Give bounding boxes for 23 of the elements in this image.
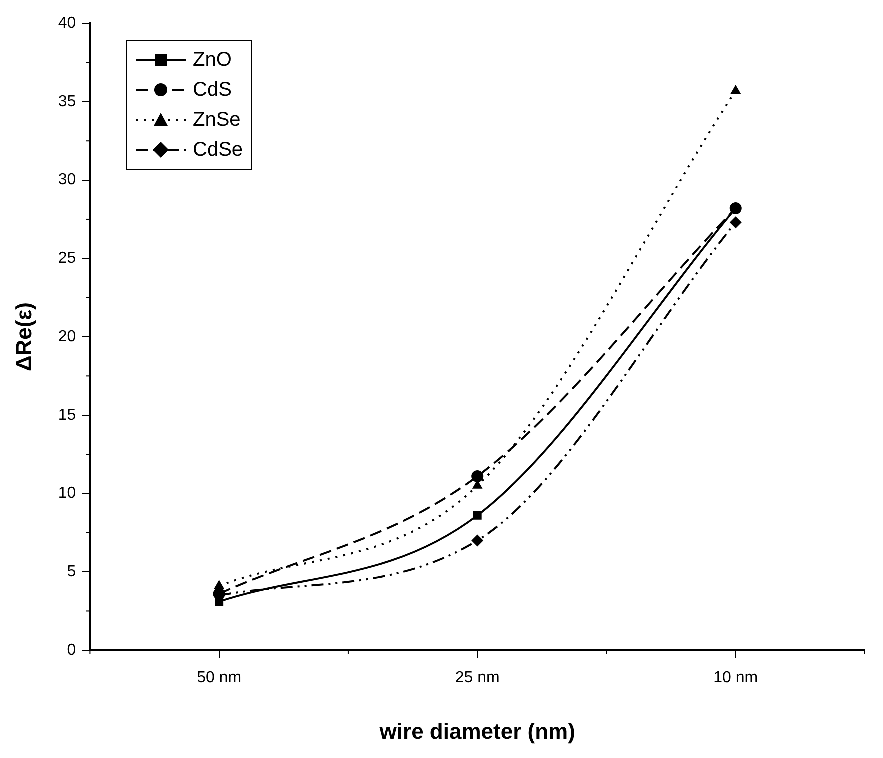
legend-label: ZnO (193, 48, 232, 72)
legend-label: ZnSe (193, 108, 241, 132)
x-tick-label: 25 nm (455, 669, 500, 686)
y-tick-label: 0 (67, 642, 76, 659)
point (730, 216, 742, 229)
point (472, 470, 484, 482)
y-tick-label: 35 (58, 93, 76, 110)
legend-label: CdSe (193, 138, 244, 162)
y-axis-title: ΔRe(ε) (11, 302, 36, 372)
x-tick-label: 50 nm (197, 669, 242, 686)
y-tick-label: 15 (58, 406, 76, 424)
legend-label: CdS (193, 78, 232, 102)
y-tick-label: 25 (58, 250, 76, 268)
y-tick-label: 30 (58, 172, 76, 189)
point (473, 511, 482, 520)
x-tick-label: 10 nm (714, 669, 758, 686)
y-tick-label: 40 (58, 15, 76, 32)
y-tick-label: 10 (58, 485, 76, 502)
x-axis-title: wire diameter (nm) (378, 718, 576, 744)
point (472, 534, 484, 547)
point (215, 598, 224, 606)
y-tick-label: 20 (58, 328, 76, 346)
y-tick-label: 5 (67, 563, 76, 580)
